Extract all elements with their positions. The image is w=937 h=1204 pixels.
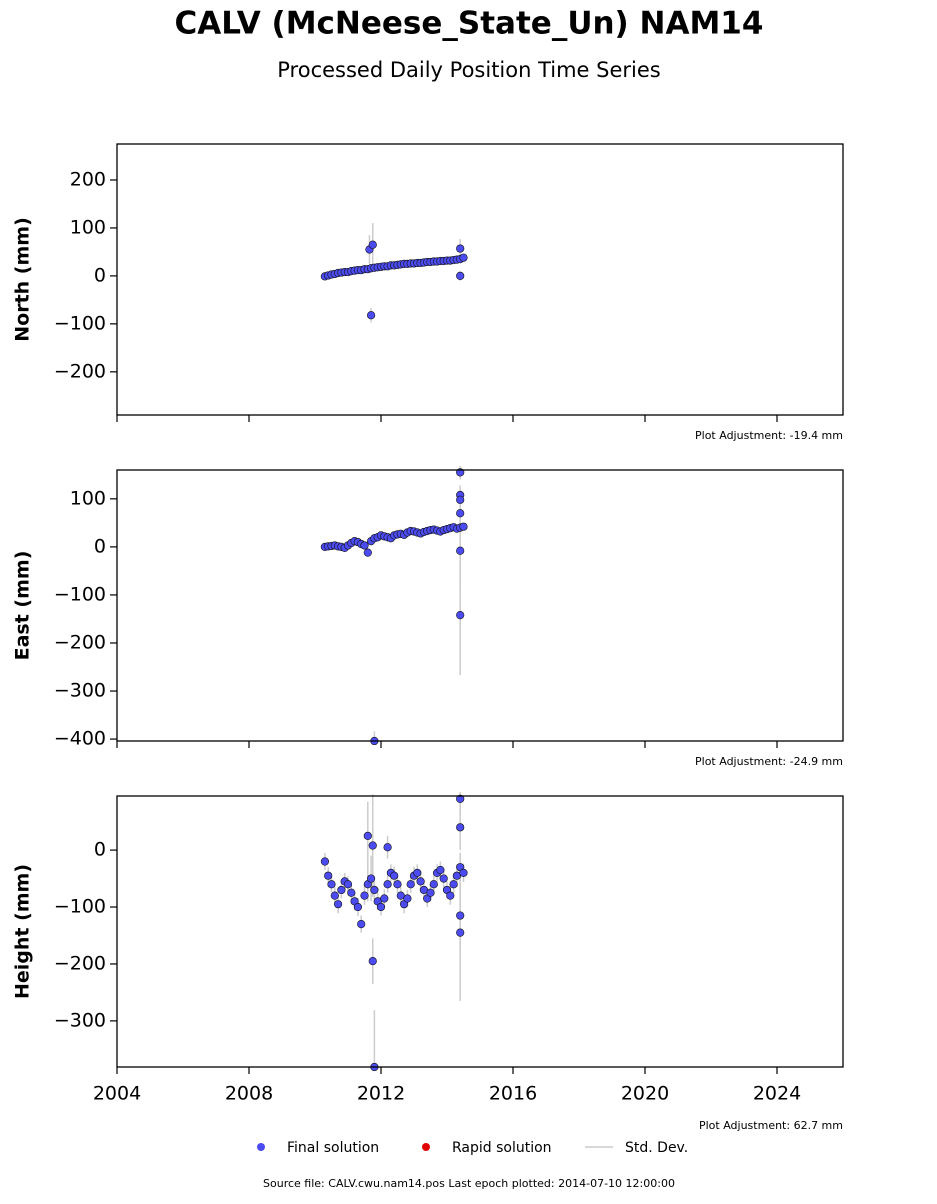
data-point — [456, 509, 465, 518]
plot-area — [320, 466, 468, 745]
y-tick-label: 0 — [94, 535, 106, 557]
x-tick-label: 2012 — [357, 1083, 405, 1105]
data-point — [390, 871, 399, 880]
data-point — [383, 843, 392, 852]
data-point — [357, 919, 366, 929]
y-tick-label: −400 — [54, 728, 106, 750]
data-point — [368, 841, 377, 850]
y-tick-label: −100 — [54, 583, 106, 605]
y-tick-label: −100 — [54, 896, 106, 918]
data-point — [459, 522, 468, 531]
legend-marker — [422, 1143, 430, 1151]
data-point — [327, 880, 336, 889]
y-tick-label: 100 — [70, 216, 106, 238]
data-point — [367, 874, 376, 883]
data-point — [347, 888, 356, 897]
plot-adjustment: Plot Adjustment: -19.4 mm — [695, 429, 843, 442]
axes-frame — [116, 795, 844, 1068]
panel: North (mm) −200 −100 0 100 200 Plot Adjustment… — [12, 143, 844, 442]
panel: Height (mm) −300 −200 −100 0 2004 2008 2012 2016… — [12, 792, 844, 1132]
footer: Source file: CALV.cwu.nam14.pos Last epo… — [263, 1177, 675, 1190]
data-point — [367, 311, 376, 320]
data-point — [456, 495, 465, 504]
y-tick-label: 200 — [70, 168, 106, 190]
data-point — [363, 831, 372, 840]
x-tick-label: 2016 — [489, 1083, 537, 1105]
plot-adjustment: Plot Adjustment: 62.7 mm — [699, 1119, 843, 1132]
y-tick-label: −200 — [54, 952, 106, 974]
data-point — [456, 271, 465, 281]
legend-label: Final solution — [287, 1140, 379, 1156]
subtitle: Processed Daily Position Time Series — [277, 58, 661, 82]
axes-frame — [116, 469, 844, 742]
data-point — [439, 874, 448, 883]
plot-adjustment: Plot Adjustment: -24.9 mm — [695, 755, 843, 768]
data-point — [337, 885, 346, 895]
data-point — [393, 880, 402, 889]
data-point — [456, 244, 465, 253]
data-point — [456, 794, 465, 803]
data-point — [376, 902, 386, 912]
data-point — [320, 857, 330, 866]
data-point — [456, 546, 465, 555]
y-axis-label: North (mm) — [12, 217, 34, 342]
data-point — [459, 868, 468, 877]
legend-label: Rapid solution — [452, 1140, 552, 1156]
data-point — [446, 891, 455, 900]
data-point — [368, 957, 377, 966]
legend-label: Std. Dev. — [625, 1140, 688, 1156]
data-point — [330, 891, 339, 900]
y-axis-label: Height (mm) — [12, 864, 34, 999]
title: CALV (McNeese_State_Un) NAM14 — [175, 6, 764, 42]
data-point — [368, 240, 377, 249]
data-point — [324, 871, 333, 880]
data-point — [456, 823, 465, 832]
data-point — [383, 880, 392, 889]
y-tick-label: −100 — [54, 312, 106, 334]
plot-area — [320, 223, 468, 323]
data-point — [360, 891, 369, 900]
data-point — [459, 253, 468, 262]
data-point — [456, 611, 465, 620]
x-tick-label: 2008 — [225, 1083, 273, 1105]
data-point — [416, 877, 425, 886]
y-axis-label: East (mm) — [12, 551, 34, 661]
data-point — [360, 541, 369, 550]
y-tick-label: −200 — [54, 631, 106, 653]
legend-marker — [257, 1143, 265, 1151]
data-point — [456, 928, 465, 937]
panel: East (mm) −400 −300 −200 −100 0 100 Plot Adjust… — [12, 466, 844, 768]
x-tick-label: 2004 — [93, 1083, 141, 1105]
data-point — [413, 868, 422, 877]
data-point — [436, 865, 445, 875]
x-tick-label: 2024 — [753, 1083, 801, 1105]
data-point — [353, 902, 363, 912]
data-point — [334, 900, 343, 909]
data-point — [449, 880, 458, 889]
y-tick-label: −300 — [54, 680, 106, 702]
data-point — [426, 888, 435, 897]
y-tick-label: 0 — [94, 839, 106, 861]
data-point — [343, 880, 353, 889]
data-point — [370, 885, 379, 895]
y-tick-label: −300 — [54, 1009, 106, 1031]
y-tick-label: −200 — [54, 360, 106, 382]
y-tick-label: 0 — [94, 264, 106, 286]
axes-frame — [116, 143, 844, 416]
data-point — [456, 911, 465, 920]
data-point — [380, 894, 389, 903]
plot-area — [320, 792, 468, 1071]
y-tick-label: 100 — [70, 487, 106, 509]
data-point — [406, 880, 415, 889]
x-tick-label: 2020 — [621, 1083, 669, 1105]
data-point — [363, 548, 372, 557]
data-point — [403, 894, 412, 903]
data-point — [429, 880, 438, 889]
